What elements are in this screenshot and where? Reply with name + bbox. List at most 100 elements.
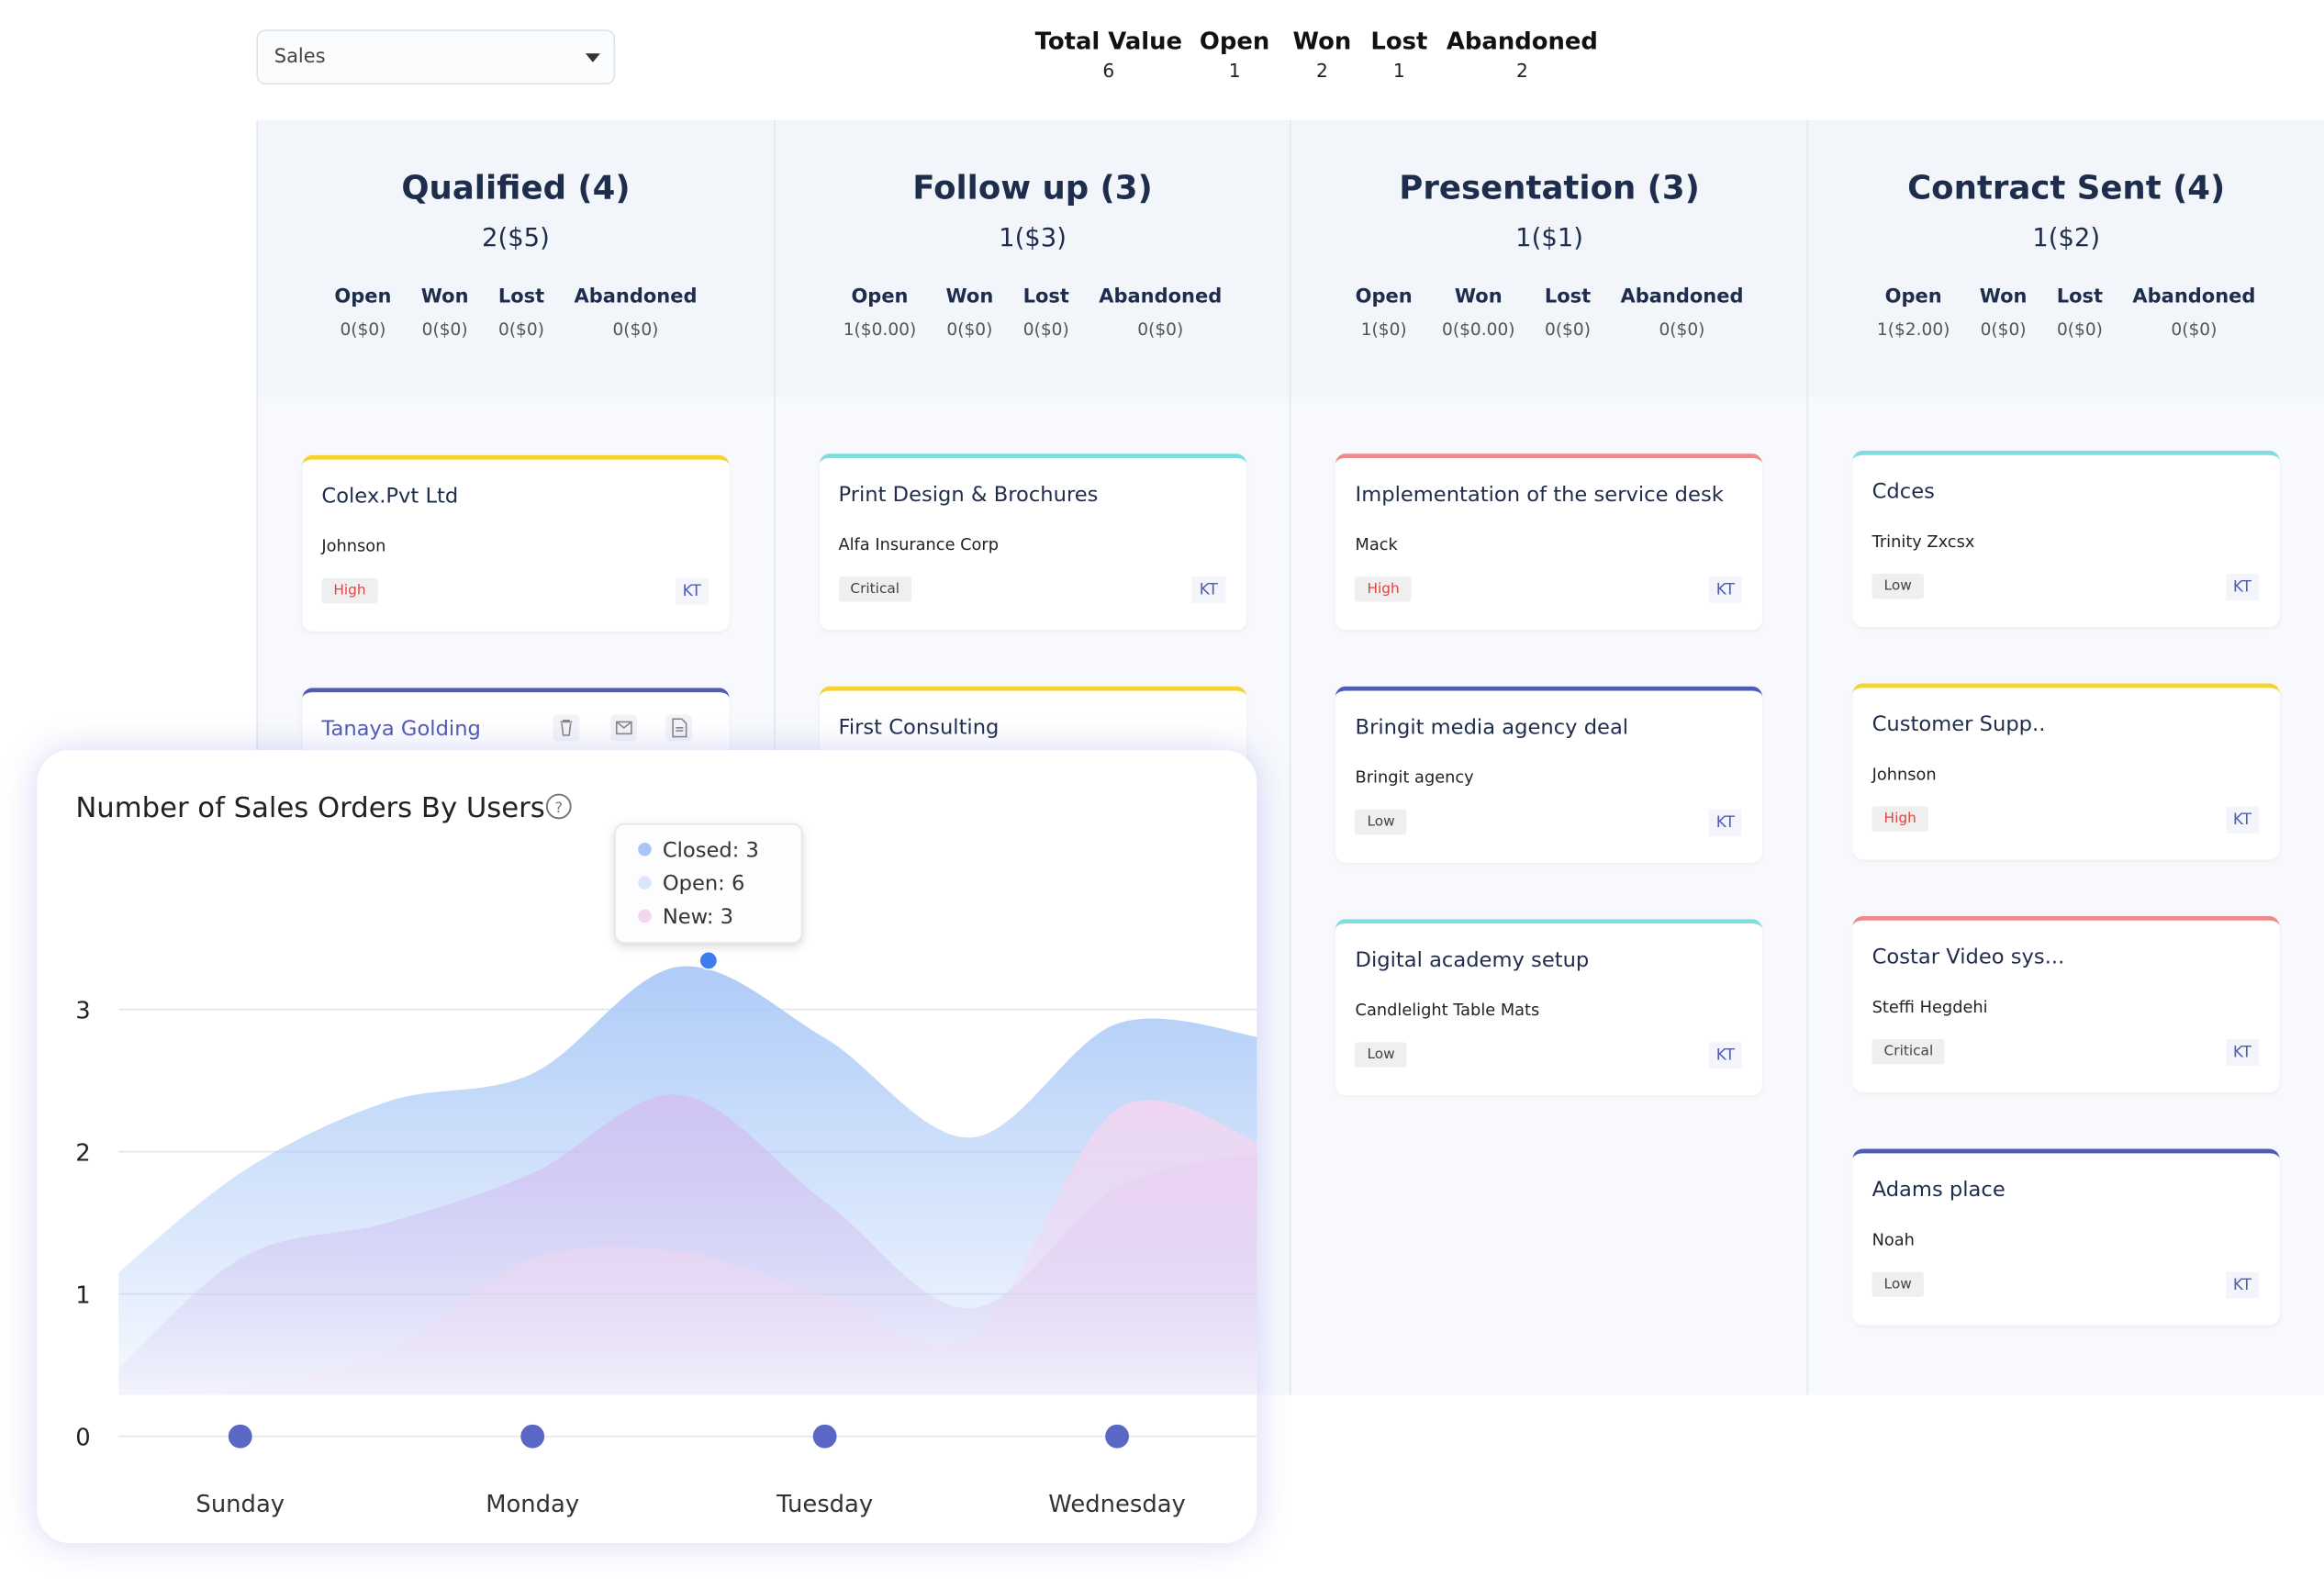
deal-title: Customer Supp.. <box>1871 712 2046 737</box>
deal-subtitle: Johnson <box>321 536 386 556</box>
deal-card[interactable]: Adams place Noah Low KT <box>1852 1148 2280 1326</box>
summary-value: 6 <box>1102 59 1115 82</box>
owner-badge: KT <box>1708 809 1743 836</box>
stat-label: Won <box>945 285 994 308</box>
priority-badge: High <box>1871 806 1928 832</box>
column-title: Follow up (3) <box>912 170 1153 208</box>
deal-title: Tanaya Golding <box>321 717 481 742</box>
summary-label: Open <box>1199 27 1270 55</box>
deal-card[interactable]: Cdces Trinity Zxcsx Low KT <box>1852 450 2280 628</box>
tooltip-box <box>614 823 803 944</box>
stat-value: 0($0) <box>612 319 659 340</box>
stat: Abandoned 0($0) <box>2132 286 2255 340</box>
summary-value: 2 <box>1315 59 1328 82</box>
point <box>520 1424 545 1449</box>
priority-badge: Critical <box>838 576 911 602</box>
stat: Open 1($0) <box>1356 286 1413 340</box>
stat: Lost 0($0) <box>1023 286 1069 340</box>
tooltip-text: New: 3 <box>663 905 733 929</box>
deal-card[interactable]: Costar Video sys... Steffi Hegdehi Critica… <box>1852 915 2280 1093</box>
point <box>228 1424 252 1449</box>
column-subtitle: 1($2) <box>2032 223 2101 254</box>
column-header: Contract Sent (4) 1($2) Open 1($2.00) Won 0($… <box>1808 119 2324 397</box>
tooltip-text: Closed: 3 <box>663 838 759 862</box>
help-icon[interactable] <box>545 793 572 820</box>
chart-title: Number of Sales Orders By Users <box>75 792 544 824</box>
tooltip-dot <box>638 909 652 923</box>
stat: Won 0($0) <box>421 286 469 340</box>
stat-value: 0($0) <box>1980 319 2027 340</box>
y-tick-label: 3 <box>75 997 90 1024</box>
column-header: Follow up (3) 1($3) Open 1($0.00) Won 0($0) Lo… <box>775 119 1290 397</box>
column-title: Presentation (3) <box>1399 170 1700 208</box>
summary-item: Won 2 <box>1218 27 1425 82</box>
priority-badge: High <box>321 577 378 604</box>
deal-card[interactable]: Customer Supp.. Johnson High KT <box>1852 683 2280 860</box>
owner-badge: KT <box>2225 806 2260 834</box>
stat: Won 0($0) <box>946 286 994 340</box>
deal-card[interactable]: Implementation of the service desk Mack Hi… <box>1335 453 1763 631</box>
stat-value: 0($0) <box>2171 319 2218 340</box>
deal-card[interactable]: Digital academy setup Candlelight Table M… <box>1335 919 1763 1096</box>
deal-card[interactable]: Colex.Pvt Ltd Johnson High KT <box>302 454 730 632</box>
owner-badge: KT <box>1191 576 1225 604</box>
action-icon[interactable] <box>665 714 693 742</box>
summary-label: Lost <box>1370 27 1428 55</box>
stat-value: 0($0) <box>1137 319 1184 340</box>
priority-badge: Low <box>1871 1271 1924 1297</box>
point <box>812 1424 837 1449</box>
filter-value: Sales <box>274 46 326 69</box>
deal-subtitle: Steffi Hegdehi <box>1871 997 1988 1017</box>
deal-title: Adams place <box>1871 1178 2006 1203</box>
summary-value: 1 <box>1228 59 1241 82</box>
tooltip-dot <box>638 843 652 856</box>
column-title: Qualified (4) <box>401 170 631 208</box>
priority-badge: Critical <box>1871 1038 1946 1065</box>
stat: Open 0($0) <box>334 286 391 340</box>
deal-subtitle: Alfa Insurance Corp <box>838 534 999 554</box>
deal-subtitle: Candlelight Table Mats <box>1355 1000 1540 1020</box>
stat-value: 1($2.00) <box>1876 319 1950 340</box>
stat-label: Open <box>1884 285 1942 308</box>
summary-item: Abandoned 2 <box>1418 27 1626 82</box>
help-icon-glyph: ? <box>554 799 563 816</box>
owner-badge: KT <box>2225 1271 2260 1299</box>
y-tick-label: 1 <box>75 1281 90 1309</box>
x-tick-label: Tuesday <box>776 1491 873 1518</box>
deal-card[interactable]: Print Design & Brochures Alfa Insurance C… <box>819 453 1246 631</box>
plot <box>118 966 1257 1395</box>
column-header: Presentation (3) 1($1) Open 1($0) Won 0($0.00… <box>1291 119 1808 397</box>
deal-subtitle: Noah <box>1871 1230 1915 1250</box>
summary-item: Total Value 6 <box>1005 27 1212 82</box>
deal-card[interactable]: Bringit media agency deal Bringit agency L… <box>1335 686 1763 863</box>
y-tick-label: 2 <box>75 1139 90 1167</box>
stat-label: Won <box>420 285 469 308</box>
stat: Open 1($0.00) <box>844 286 916 340</box>
area <box>118 1100 1257 1395</box>
column-title: Contract Sent (4) <box>1907 170 2226 208</box>
stat-value: 1($0.00) <box>843 319 917 340</box>
action-icon[interactable] <box>553 714 580 742</box>
caret <box>585 53 600 62</box>
stat-label: Lost <box>497 285 545 308</box>
priority-badge: Low <box>1871 573 1924 599</box>
tooltip-dot <box>638 876 652 890</box>
hover-marker <box>698 950 719 970</box>
stat-value: 0($0) <box>1022 319 1069 340</box>
column-subtitle: 1($1) <box>1515 223 1584 254</box>
stat-value: 0($0) <box>1545 319 1591 340</box>
summary-label: Won <box>1292 27 1352 55</box>
stat-label: Open <box>334 285 392 308</box>
tooltip-text: Open: 6 <box>663 872 745 896</box>
column-subtitle: 1($3) <box>999 223 1067 254</box>
stat: Lost 0($0) <box>2057 286 2103 340</box>
action-icon[interactable] <box>610 714 638 742</box>
summary-value: 1 <box>1392 59 1405 82</box>
owner-badge: KT <box>2225 573 2260 600</box>
deal-subtitle: Mack <box>1355 534 1398 554</box>
summary-item: Open 1 <box>1131 27 1338 82</box>
filter-dropdown[interactable]: Sales <box>256 29 616 85</box>
stat-value: 1($0) <box>1360 319 1407 340</box>
